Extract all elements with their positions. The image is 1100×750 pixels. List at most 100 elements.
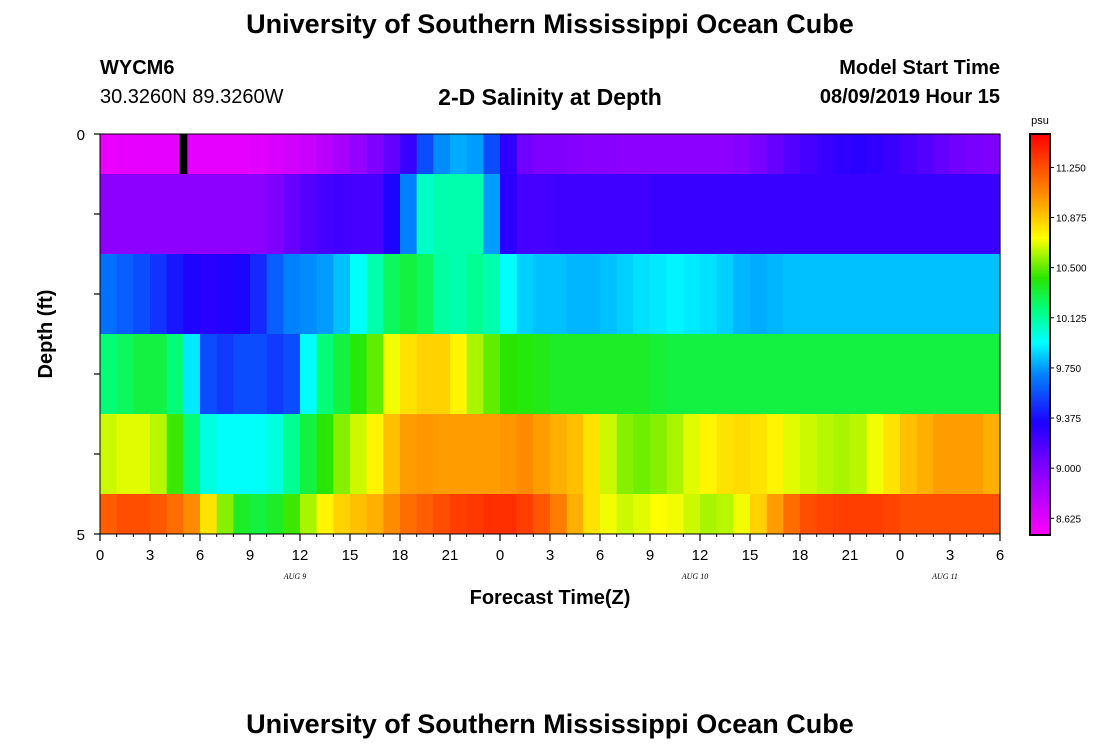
heatmap-cell bbox=[516, 174, 534, 254]
x-tick-label: 21 bbox=[842, 547, 859, 564]
heatmap-cell bbox=[550, 254, 568, 334]
heatmap-cell bbox=[616, 334, 634, 414]
colorbar-tick-label: 11.250 bbox=[1056, 163, 1086, 174]
plot-title: 2-D Salinity at Depth bbox=[438, 84, 662, 110]
heatmap-cell bbox=[100, 134, 118, 174]
heatmap-cell bbox=[966, 494, 984, 534]
x-tick-label: 6 bbox=[996, 547, 1004, 564]
heatmap-cell bbox=[300, 414, 318, 494]
heatmap-cell bbox=[666, 254, 684, 334]
heatmap-cell bbox=[883, 174, 901, 254]
heatmap-cell bbox=[333, 494, 351, 534]
heatmap-cell bbox=[200, 414, 218, 494]
heatmap-cell bbox=[933, 494, 951, 534]
heatmap-cell bbox=[766, 334, 784, 414]
heatmap-cell bbox=[633, 134, 651, 174]
heatmap-cell bbox=[983, 174, 1001, 254]
heatmap-cell bbox=[850, 134, 868, 174]
heatmap-cell bbox=[716, 334, 734, 414]
heatmap-cell bbox=[883, 494, 901, 534]
heatmap-cell bbox=[183, 494, 201, 534]
heatmap-cell bbox=[633, 334, 651, 414]
heatmap-cell bbox=[833, 494, 851, 534]
heatmap-cell bbox=[333, 334, 351, 414]
heatmap-cell bbox=[200, 494, 218, 534]
heatmap-cell bbox=[866, 414, 884, 494]
heatmap-cell bbox=[900, 334, 918, 414]
heatmap-cell bbox=[566, 174, 584, 254]
heatmap-cell bbox=[183, 174, 201, 254]
x-tick-label: 21 bbox=[442, 547, 459, 564]
heatmap-cell bbox=[850, 174, 868, 254]
heatmap-cell bbox=[600, 334, 618, 414]
heatmap-cell bbox=[266, 134, 284, 174]
station-id: WYCM6 bbox=[100, 57, 175, 79]
heatmap-cell bbox=[633, 414, 651, 494]
heatmap-cell bbox=[233, 414, 251, 494]
heatmap-cell bbox=[516, 254, 534, 334]
heatmap-cell bbox=[816, 174, 834, 254]
heatmap-cell bbox=[150, 174, 168, 254]
x-tick-label: 6 bbox=[196, 547, 204, 564]
colorbar-tick-label: 9.375 bbox=[1056, 414, 1081, 425]
heatmap-cell bbox=[750, 334, 768, 414]
y-tick-label: 5 bbox=[77, 527, 85, 544]
heatmap-cell bbox=[433, 334, 451, 414]
x-tick-label: 15 bbox=[742, 547, 759, 564]
heatmap-cell bbox=[666, 494, 684, 534]
heatmap-cell bbox=[850, 254, 868, 334]
heatmap-cell bbox=[450, 254, 468, 334]
heatmap-cell bbox=[566, 254, 584, 334]
heatmap-cell bbox=[700, 254, 718, 334]
heatmap-cell bbox=[883, 414, 901, 494]
heatmap-cell bbox=[716, 414, 734, 494]
date-label: AUG 10 bbox=[681, 572, 708, 581]
heatmap-cell bbox=[116, 134, 134, 174]
heatmap-cell bbox=[583, 174, 601, 254]
heatmap-cell bbox=[683, 174, 701, 254]
heatmap-cell bbox=[250, 174, 268, 254]
heatmap-cell bbox=[683, 494, 701, 534]
date-label: AUG 11 bbox=[931, 572, 958, 581]
heatmap-cell bbox=[733, 494, 751, 534]
heatmap-cell bbox=[933, 174, 951, 254]
heatmap-cell bbox=[633, 174, 651, 254]
heatmap-cell bbox=[583, 414, 601, 494]
heatmap-cell bbox=[683, 254, 701, 334]
heatmap-cell bbox=[250, 494, 268, 534]
heatmap-cell bbox=[350, 494, 368, 534]
heatmap-cell bbox=[183, 334, 201, 414]
heatmap-cell bbox=[983, 414, 1001, 494]
heatmap-cell bbox=[966, 174, 984, 254]
heatmap-cell bbox=[166, 494, 184, 534]
heatmap-cell bbox=[916, 414, 934, 494]
heatmap-cell bbox=[250, 254, 268, 334]
heatmap-cell bbox=[533, 134, 551, 174]
heatmap-cell bbox=[583, 494, 601, 534]
heatmap-cell bbox=[400, 334, 418, 414]
heatmap-cell bbox=[933, 134, 951, 174]
heatmap-cell bbox=[133, 134, 151, 174]
heatmap-cell bbox=[416, 174, 434, 254]
heatmap-cell bbox=[100, 494, 118, 534]
heatmap-cell bbox=[600, 494, 618, 534]
heatmap-cell bbox=[483, 134, 501, 174]
heatmap-cell bbox=[450, 414, 468, 494]
x-tick-label: 15 bbox=[342, 547, 359, 564]
heatmap-cell bbox=[383, 134, 401, 174]
heatmap-cell bbox=[916, 174, 934, 254]
heatmap-cell bbox=[933, 254, 951, 334]
heatmap-cell bbox=[983, 254, 1001, 334]
x-tick-label: 9 bbox=[246, 547, 254, 564]
heatmap-cell bbox=[150, 494, 168, 534]
heatmap-cell bbox=[800, 494, 818, 534]
heatmap-cell bbox=[300, 334, 318, 414]
heatmap-cell bbox=[800, 254, 818, 334]
heatmap-cell bbox=[516, 494, 534, 534]
heatmap-cell bbox=[750, 174, 768, 254]
heatmap-cell bbox=[333, 414, 351, 494]
heatmap-cell bbox=[166, 414, 184, 494]
heatmap-cell bbox=[316, 254, 334, 334]
heatmap-cell bbox=[316, 174, 334, 254]
colorbar-ticks: 8.625 9.000 9.375 9.750 10.125 10.500 10.875 11… bbox=[1050, 163, 1087, 525]
